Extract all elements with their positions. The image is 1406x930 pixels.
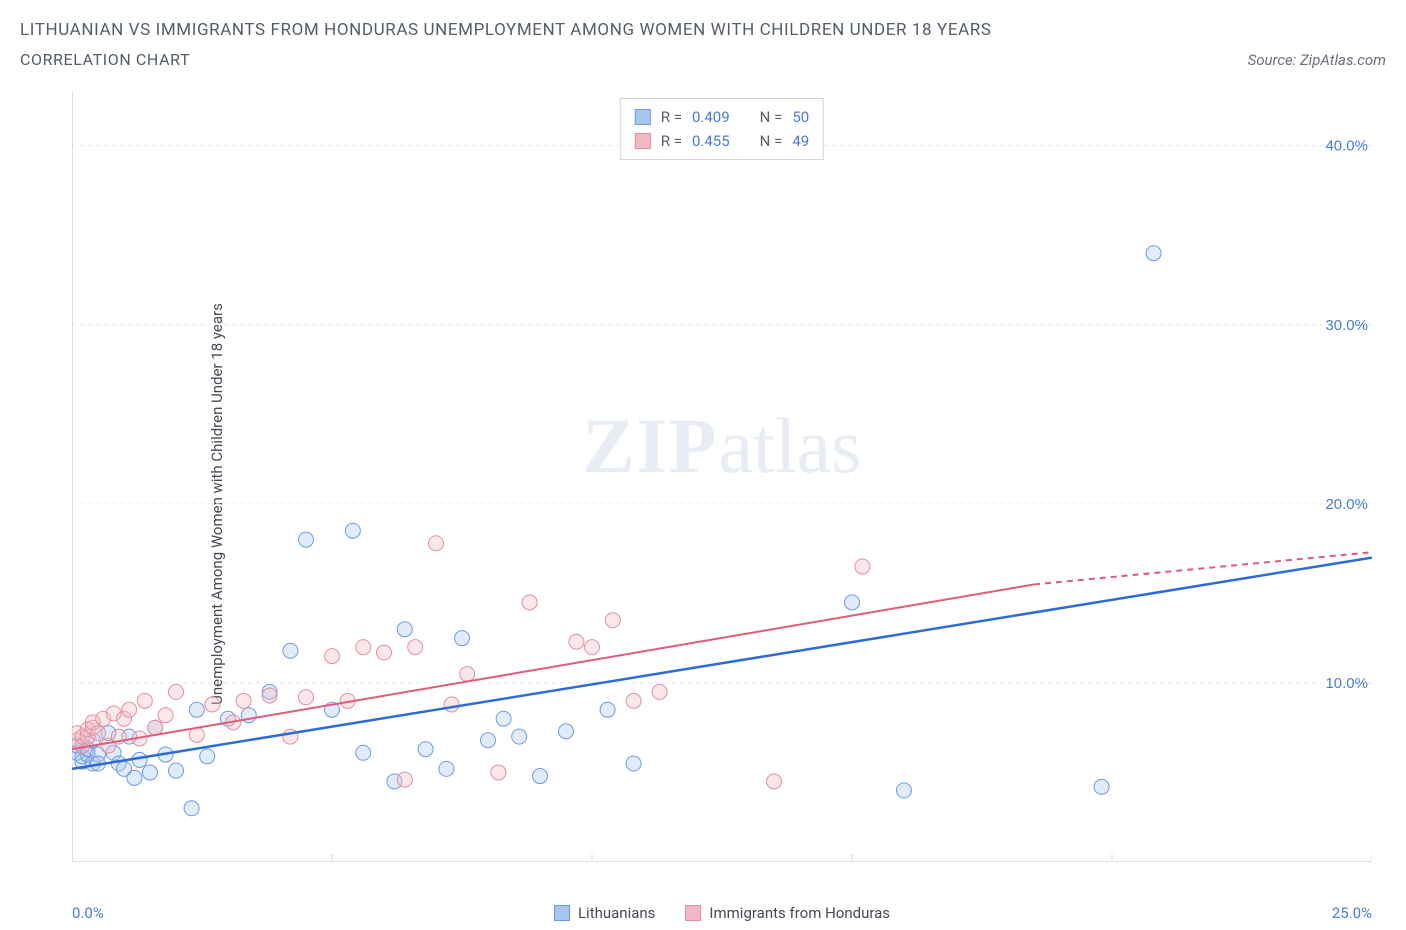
legend-row-series-1: R = 0.409 N = 50 (635, 105, 809, 129)
correlation-chart: Unemployment Among Women with Children U… (20, 86, 1386, 922)
n-label-1: N = (760, 105, 783, 129)
header: LITHUANIAN VS IMMIGRANTS FROM HONDURAS U… (0, 0, 1406, 75)
legend-label-1: Lithuanians (578, 904, 655, 922)
x-axis-area: 0.0% Lithuanians Immigrants from Hondura… (72, 892, 1372, 922)
subtitle-row: CORRELATION CHART Source: ZipAtlas.com (20, 50, 1386, 69)
r-label-1: R = (661, 105, 682, 129)
legend-label-2: Immigrants from Honduras (709, 904, 890, 922)
svg-text:20.0%: 20.0% (1325, 496, 1368, 513)
legend-swatch-bottom-1 (554, 905, 570, 921)
plot-area: 10.0%20.0%30.0%40.0% ZIPatlas R = 0.409 … (72, 92, 1372, 862)
series-legend: Lithuanians Immigrants from Honduras (554, 904, 890, 922)
legend-swatch-2 (635, 133, 651, 149)
svg-text:40.0%: 40.0% (1325, 138, 1368, 155)
legend-row-series-2: R = 0.455 N = 49 (635, 129, 809, 153)
correlation-legend: R = 0.409 N = 50 R = 0.455 N = 49 (620, 98, 824, 160)
svg-text:10.0%: 10.0% (1325, 675, 1368, 692)
r-value-1: 0.409 (692, 105, 730, 129)
legend-item-1: Lithuanians (554, 904, 655, 922)
legend-item-2: Immigrants from Honduras (685, 904, 890, 922)
legend-swatch-bottom-2 (685, 905, 701, 921)
r-value-2: 0.455 (692, 129, 730, 153)
legend-swatch-1 (635, 109, 651, 125)
x-axis-min: 0.0% (72, 904, 104, 922)
svg-text:30.0%: 30.0% (1325, 317, 1368, 334)
r-label-2: R = (661, 129, 682, 153)
n-value-1: 50 (792, 105, 809, 129)
n-value-2: 49 (792, 129, 809, 153)
source-attribution: Source: ZipAtlas.com (1248, 51, 1386, 69)
scatter-svg: 10.0% 20.0% 30.0% 40.0% (72, 92, 1372, 862)
page-subtitle: CORRELATION CHART (20, 50, 190, 69)
x-axis-max: 25.0% (1332, 904, 1372, 922)
page-title: LITHUANIAN VS IMMIGRANTS FROM HONDURAS U… (20, 20, 1386, 40)
n-label-2: N = (760, 129, 783, 153)
